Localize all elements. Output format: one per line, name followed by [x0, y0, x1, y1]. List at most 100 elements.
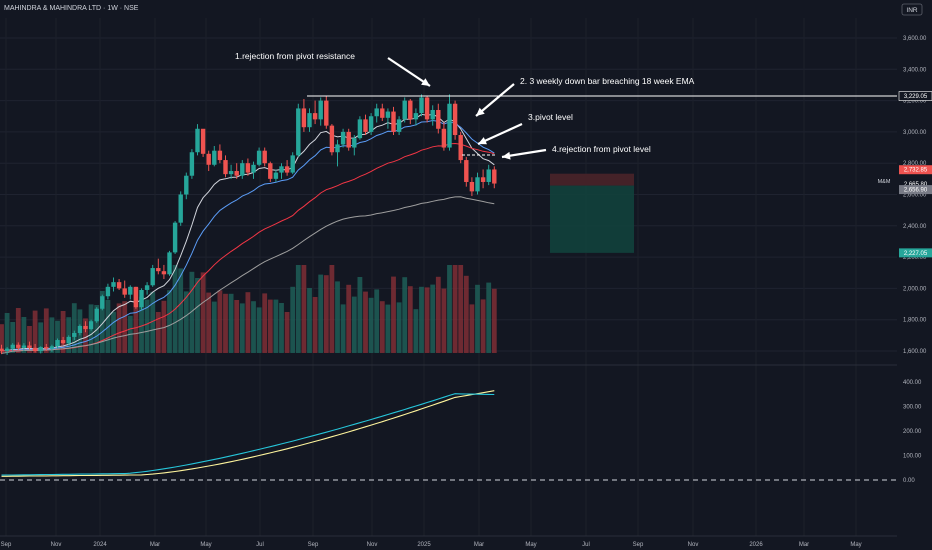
candle-body	[441, 128, 447, 148]
date-label: Mar	[474, 542, 484, 548]
candle-body	[21, 345, 27, 348]
volume-bar	[178, 268, 184, 353]
volume-bar	[15, 308, 21, 353]
volume-bar	[262, 293, 268, 353]
date-label: 2026	[749, 542, 763, 548]
candle-body	[72, 333, 77, 337]
price-tag-box	[899, 179, 932, 189]
volume-bar	[407, 286, 413, 353]
candle-body	[469, 181, 475, 192]
candle-body	[413, 113, 419, 120]
volume-bar	[402, 277, 408, 353]
price-axis-label: 3,600.00	[903, 36, 927, 42]
date-label: Jul	[582, 542, 590, 548]
date-label: Jul	[256, 542, 264, 548]
volume-bar	[139, 296, 144, 353]
ema-18-line	[1, 119, 495, 352]
volume-bar	[458, 265, 464, 353]
candle-body	[419, 97, 424, 114]
date-label: 2024	[93, 542, 107, 548]
candle-body	[172, 222, 178, 253]
position-tool[interactable]	[550, 173, 634, 253]
volume-bar	[10, 322, 16, 353]
price-tag-box	[899, 248, 932, 258]
date-label: Nov	[688, 542, 699, 548]
candle-body	[284, 166, 290, 173]
candle-body	[27, 345, 32, 348]
volume-bar	[200, 272, 206, 353]
volume-bar	[284, 312, 290, 353]
price-axis-label: 3,400.00	[903, 67, 927, 73]
candle-body	[475, 177, 480, 192]
volume-bar	[99, 291, 105, 353]
date-label: Sep	[308, 542, 319, 548]
candle-body	[32, 347, 38, 351]
candle-body	[139, 289, 144, 308]
volume-bar	[234, 300, 240, 353]
volume-bar	[329, 265, 335, 353]
annotation-1[interactable]: 1.rejection from pivot resistance	[235, 51, 355, 61]
volume-bar	[267, 299, 273, 353]
ema-100-line	[1, 196, 495, 354]
volume-bar	[301, 265, 307, 353]
date-label: 2025	[417, 542, 431, 548]
volume-bar	[155, 312, 161, 353]
candle-body	[408, 100, 413, 120]
volume-bar	[256, 307, 262, 353]
candle-body	[380, 108, 385, 118]
candle-body	[312, 113, 318, 120]
time-axis[interactable]: Sep Nov 2024 Mar May Jul Sep Nov 2025 Mar May Jul Se…	[1, 542, 862, 548]
volume-bar	[43, 308, 49, 353]
candle-body	[307, 113, 312, 128]
volume-bar	[307, 288, 312, 353]
date-label: Nov	[51, 542, 62, 548]
price-tag-label: 2,732.85	[904, 168, 928, 174]
price-tag-label: 3,229.05	[904, 94, 928, 100]
candle-body	[94, 308, 99, 322]
profit-target-zone[interactable]	[550, 185, 634, 253]
volume-bar	[66, 317, 72, 353]
candle-body	[161, 271, 167, 275]
volume-bar	[374, 289, 380, 353]
volume-bar	[424, 287, 430, 353]
candle-body	[430, 109, 435, 120]
volume-bar	[290, 286, 296, 353]
currency-badge[interactable]: INR	[901, 3, 923, 16]
candle-body	[458, 135, 463, 161]
volume-bar	[463, 275, 469, 353]
arrow-head	[476, 107, 485, 116]
volume-bar	[368, 297, 374, 353]
annotation-4[interactable]: 4.rejection from pivot level	[552, 144, 651, 154]
candle-body	[296, 108, 301, 156]
volume-bar	[357, 277, 363, 353]
stop-loss-zone[interactable]	[550, 173, 634, 186]
volume-bar	[21, 317, 27, 353]
volume-bar	[323, 275, 329, 353]
candle-body	[424, 97, 430, 120]
volume-bar	[318, 274, 324, 353]
symbol-tag: M&M	[878, 179, 891, 185]
indicator-axis[interactable]: 400.00 300.00 200.00 100.00 0.00	[903, 380, 922, 484]
arrow-shaft	[475, 83, 515, 117]
candlesticks[interactable]	[0, 94, 497, 355]
candle-body	[436, 109, 441, 129]
volume-bar	[385, 304, 391, 353]
candle-body	[55, 340, 60, 347]
candle-body	[301, 108, 307, 128]
candle-body	[452, 103, 458, 136]
candle-body	[66, 336, 71, 344]
annotation-3[interactable]: 3.pivot level	[528, 112, 573, 122]
volume-bar	[27, 326, 32, 353]
price-axis[interactable]: 3,600.00 3,400.00 3,200.00 3,000.00 2,800.00…	[903, 36, 927, 355]
price-tag-label: 2,656.90	[904, 188, 928, 194]
candle-body	[352, 138, 357, 148]
candle-body	[60, 340, 66, 344]
candle-body	[4, 348, 10, 351]
volume-bar	[211, 301, 217, 353]
volume-bar	[351, 296, 357, 353]
volume-bar	[491, 288, 497, 353]
volume-bar	[111, 311, 116, 353]
candle-body	[122, 288, 127, 295]
annotation-2[interactable]: 2. 3 weekly down bar breaching 18 week E…	[520, 76, 695, 86]
